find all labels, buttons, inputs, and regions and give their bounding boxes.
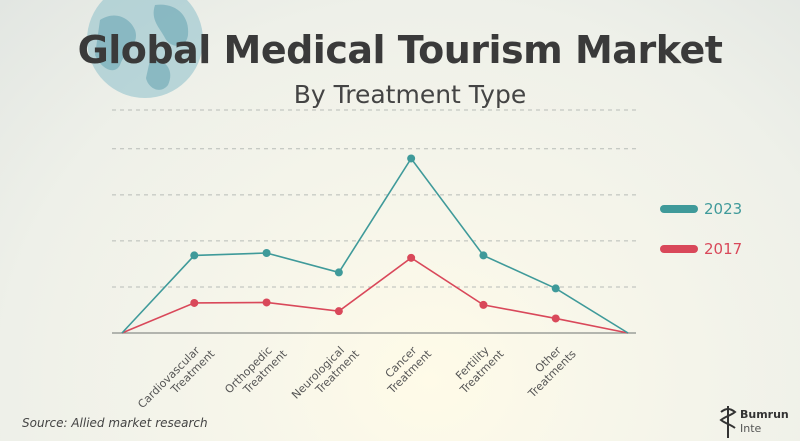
- legend-label-2023: 2023: [704, 200, 743, 218]
- data-point-2023: [407, 154, 416, 163]
- logo-subtext: Inte: [740, 422, 762, 435]
- x-tick-label: CardiovascularTreatment: [135, 338, 217, 420]
- logo-name: Bumrun: [740, 408, 789, 421]
- company-logo: Bumrun Inte: [712, 402, 800, 441]
- series-line-2017: [121, 256, 629, 334]
- chart-title: Global Medical Tourism Market: [77, 28, 723, 72]
- data-point-2023: [551, 284, 560, 293]
- data-point-2017: [479, 300, 488, 309]
- legend-item-2017: 2017: [660, 240, 742, 258]
- data-point-2023: [479, 251, 488, 260]
- series-line-2023: [121, 157, 629, 334]
- legend-swatch-2017: [660, 245, 698, 253]
- legend-label-2017: 2017: [704, 240, 743, 258]
- x-tick-label: NeurologicalTreatment: [289, 338, 362, 411]
- source-note: Source: Allied market research: [22, 416, 208, 430]
- chart-legend: 2023 2017: [660, 200, 742, 280]
- data-point-2023: [334, 268, 343, 277]
- chart-subtitle: By Treatment Type: [293, 80, 527, 109]
- x-tick-label: CancerTreatment: [375, 338, 434, 397]
- data-point-2017: [190, 298, 199, 307]
- data-point-2023: [262, 249, 271, 258]
- x-tick-label: OtherTreatments: [516, 338, 579, 401]
- data-point-2017: [407, 253, 416, 262]
- data-point-2023: [190, 251, 199, 260]
- caduceus-icon: [719, 406, 737, 438]
- globe-icon: [87, 0, 203, 98]
- data-point-2017: [334, 307, 343, 316]
- x-tick-label: OrthopedicTreatment: [222, 338, 290, 406]
- legend-item-2023: 2023: [660, 200, 742, 218]
- x-tick-label: FertilityTreatment: [448, 338, 507, 397]
- data-point-2017: [262, 298, 271, 307]
- legend-swatch-2023: [660, 205, 698, 213]
- data-point-2017: [551, 314, 560, 323]
